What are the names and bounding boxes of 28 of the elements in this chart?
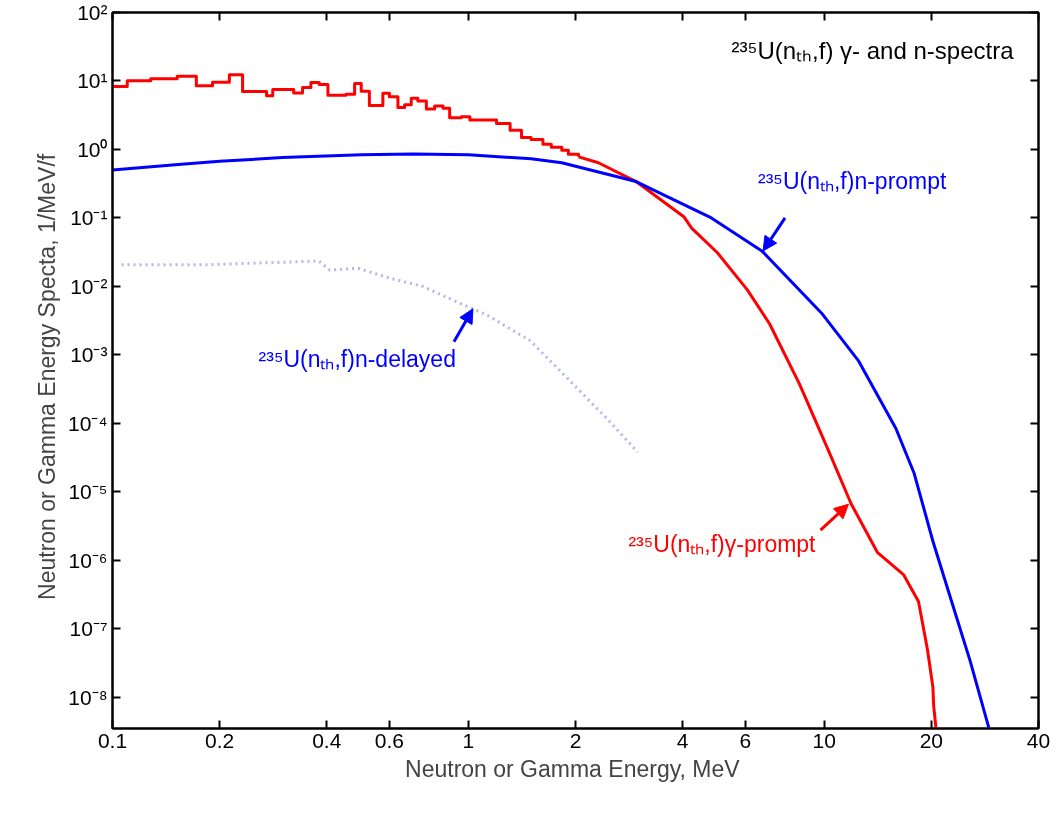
annotation: ²³⁵U(nₜₕ,f)n-prompt [758, 167, 948, 194]
y-tick-label: 10⁻⁵ [68, 480, 108, 504]
x-tick-label: 0.1 [97, 728, 128, 752]
x-tick-label: 20 [919, 728, 944, 752]
x-tick-label: 0.2 [205, 728, 235, 752]
annotation: ²³⁵U(nₜₕ,f)γ-prompt [628, 531, 817, 558]
x-tick-label: 10 [812, 728, 836, 752]
y-axis-title: Neutron or Gamma Energy Specta, 1/MeV/f [34, 153, 61, 600]
y-tick-label: 10⁻⁷ [69, 617, 108, 641]
x-axis-title: Neutron or Gamma Energy, MeV [405, 755, 741, 782]
y-tick-label: 10¹ [77, 69, 108, 93]
y-tick-label: 10⁻³ [70, 343, 108, 367]
y-tick-label: 10⁻⁶ [68, 548, 108, 572]
annotation: ²³⁵U(nₜₕ,f)n-delayed [258, 345, 456, 372]
y-tick-label: 10⁰ [77, 137, 108, 161]
y-tick-label: 10⁻² [70, 274, 108, 298]
y-tick-label: 10⁻⁸ [68, 685, 108, 709]
x-tick-label: 2 [569, 728, 582, 752]
y-tick-label: 10⁻¹ [70, 206, 108, 230]
x-tick-label: 40 [1026, 728, 1051, 752]
x-tick-label: 0.6 [374, 728, 405, 752]
x-tick-label: 6 [739, 728, 752, 752]
y-tick-label: 10⁻⁴ [68, 411, 108, 435]
text: ²³⁵U(nₜₕ,f) γ- and n-spectra [731, 37, 1015, 64]
y-tick-label: 10² [77, 1, 108, 24]
x-tick-label: 0.4 [312, 728, 342, 752]
x-tick-label: 1 [462, 728, 475, 752]
x-tick-label: 4 [676, 728, 689, 752]
